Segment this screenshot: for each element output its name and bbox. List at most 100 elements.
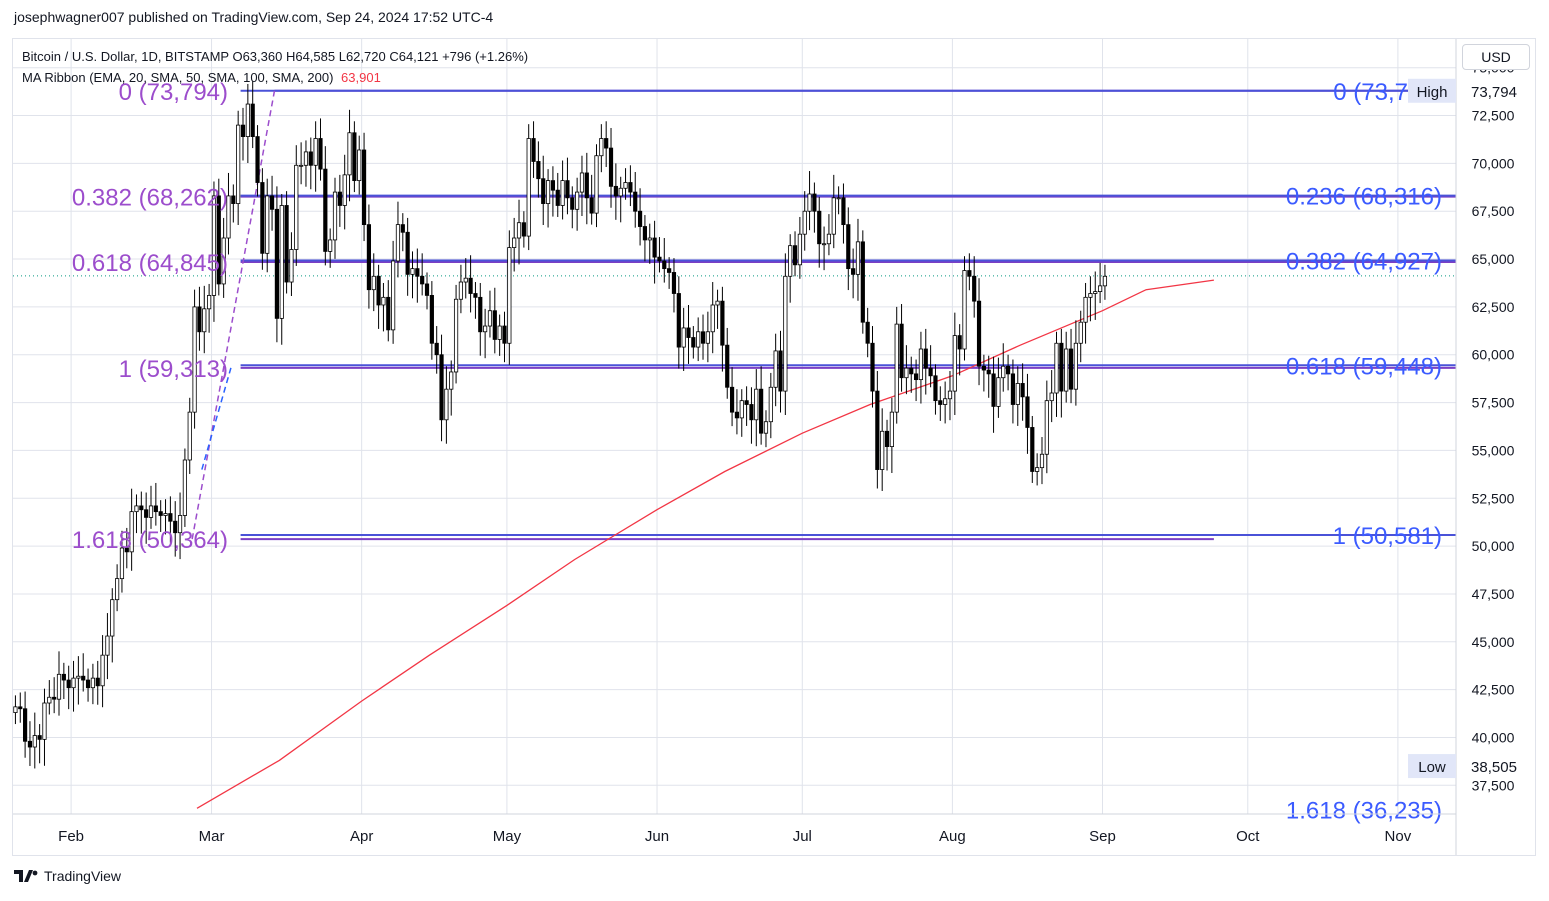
candle-body	[144, 509, 149, 518]
candle-body	[71, 677, 76, 689]
candle-body	[981, 365, 986, 371]
candle-body	[308, 151, 313, 166]
candle-body	[870, 342, 875, 392]
candle-body	[1049, 392, 1054, 402]
candle-body	[197, 306, 202, 333]
candle-body	[192, 306, 197, 413]
candle-body	[604, 138, 609, 149]
candle-body	[366, 224, 372, 291]
candle-body	[76, 675, 81, 679]
ma-ribbon-line: MA Ribbon (EMA, 20, SMA, 50, SMA, 100, S…	[22, 67, 528, 88]
candle-body	[381, 296, 386, 306]
candle-body	[1020, 383, 1025, 398]
x-tick-label: Feb	[58, 828, 84, 845]
candle-body	[812, 193, 817, 212]
candle-body	[260, 182, 265, 254]
chart-legend: Bitcoin / U.S. Dollar, 1D, BITSTAMP O63,…	[22, 46, 528, 88]
candle-body	[647, 237, 652, 241]
candle-body	[817, 210, 822, 245]
candle-body	[763, 421, 769, 434]
candle-body	[608, 147, 614, 187]
candle-body	[187, 411, 192, 461]
candle-body	[100, 654, 105, 687]
tradingview-brand: TradingView	[44, 868, 122, 884]
y-tick-label: 70,000	[1472, 155, 1515, 171]
fib-left-label: 0 (73,794)	[119, 79, 228, 106]
low-tag-label: Low	[1418, 759, 1446, 776]
fib-right-label: 1 (50,581)	[1333, 523, 1442, 550]
candle-body	[807, 193, 812, 212]
candle-body	[110, 599, 115, 637]
candle-body	[671, 272, 677, 294]
candle-body	[1088, 293, 1093, 298]
candle-body	[240, 124, 246, 137]
fib-left-label: 1.618 (50,364)	[72, 527, 228, 554]
candle-body	[52, 696, 57, 700]
candle-body	[759, 388, 764, 434]
candle-body	[831, 197, 836, 235]
candle-body	[599, 138, 604, 157]
candle-body	[221, 237, 226, 285]
candle-body	[541, 178, 546, 204]
candle-body	[560, 180, 565, 206]
low-tag-bg	[1408, 754, 1456, 779]
candle-body	[236, 124, 241, 204]
candle-body	[115, 578, 120, 601]
candle-body	[163, 513, 168, 516]
candle-body	[32, 735, 37, 748]
candle-body	[177, 515, 183, 534]
currency-selector[interactable]: USD	[1462, 44, 1530, 70]
candle-body	[299, 164, 304, 167]
candle-body	[976, 300, 982, 367]
candle-body	[1035, 467, 1040, 472]
candle-body	[284, 205, 289, 283]
candle-body	[478, 296, 483, 333]
time-axis: Feb Mar Apr May Jun Jul Aug Sep Oct Nov	[13, 813, 1456, 845]
ma-ribbon-value: 63,901	[341, 70, 381, 85]
candle-body	[1010, 373, 1016, 405]
candle-body	[226, 195, 231, 239]
candle-body	[27, 740, 33, 748]
candle-body	[947, 390, 953, 400]
candles	[13, 81, 1108, 769]
fib-right-label: 0 (73,7	[1333, 79, 1408, 106]
publisher-line: josephwagner007 published on TradingView…	[14, 9, 494, 25]
candle-body	[85, 679, 91, 689]
candle-body	[1068, 348, 1074, 390]
candle-body	[570, 197, 575, 210]
candle-body	[729, 386, 735, 413]
candle-body	[211, 195, 217, 296]
candle-body	[691, 337, 696, 348]
x-tick-label: Apr	[350, 828, 373, 845]
candle-body	[928, 367, 933, 377]
candle-body	[967, 270, 972, 277]
y-tick-label: 47,500	[1472, 586, 1515, 602]
y-tick-label: 60,000	[1472, 347, 1515, 363]
fib-levels	[13, 89, 1456, 541]
y-tick-label: 40,000	[1472, 729, 1515, 745]
tradingview-footer[interactable]: TradingView	[14, 868, 121, 884]
candle-body	[618, 187, 623, 197]
fib-right-label: 0.618 (59,448)	[1286, 353, 1442, 380]
fib-left-label: 1 (59,313)	[119, 356, 228, 383]
x-tick-label: Nov	[1385, 828, 1412, 845]
candle-body	[1102, 275, 1108, 287]
candle-body	[1097, 285, 1103, 292]
candle-body	[269, 195, 275, 210]
candle-body	[725, 344, 730, 388]
high-tag-label: High	[1417, 84, 1448, 101]
y-tick-label: 52,500	[1472, 490, 1515, 506]
fib-left-anchor-line	[191, 90, 276, 540]
candle-body	[42, 702, 47, 740]
candle-body	[371, 275, 376, 291]
candle-body	[676, 293, 681, 348]
candle-body	[589, 197, 594, 214]
candle-body	[158, 511, 163, 516]
fib-right-label: 0.236 (68,316)	[1286, 184, 1442, 211]
candle-body	[415, 268, 420, 277]
candle-body	[487, 310, 493, 327]
candle-body	[662, 260, 667, 270]
candle-body	[357, 149, 362, 182]
candle-body	[521, 222, 526, 237]
